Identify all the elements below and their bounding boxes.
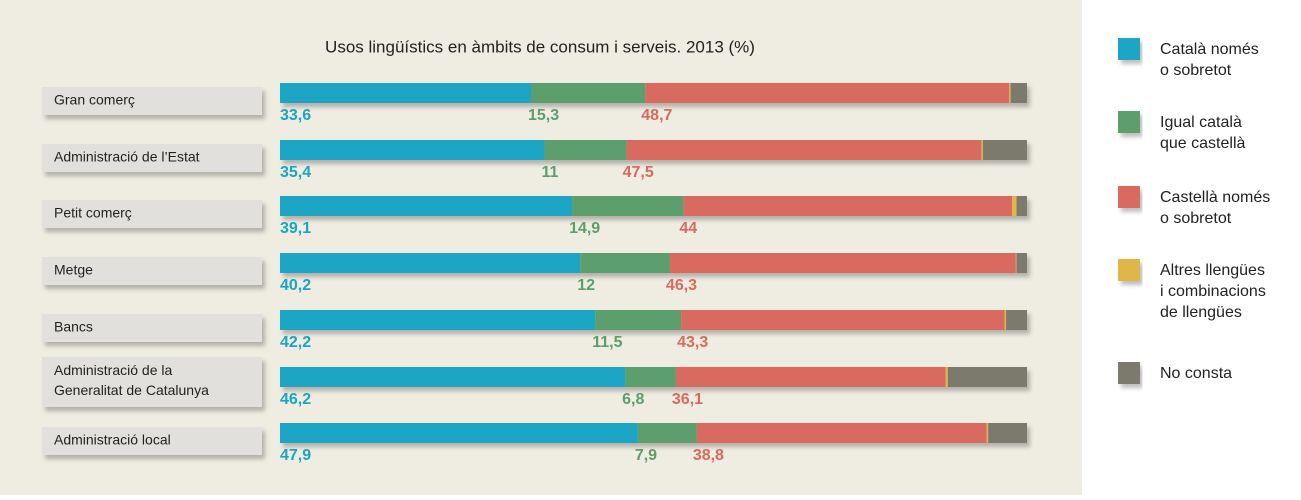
- value-label: 48,7: [641, 107, 672, 124]
- bar-group: [280, 367, 1027, 387]
- bar-segment: [675, 367, 946, 387]
- category-box: [42, 257, 262, 285]
- chart-title: Usos lingüístics en àmbits de consum i s…: [325, 37, 755, 56]
- bar-segment: [637, 423, 697, 443]
- bar-segment: [1016, 196, 1027, 216]
- value-label: 15,3: [528, 107, 559, 124]
- value-label: 46,3: [666, 277, 697, 294]
- bar-group: [280, 310, 1027, 330]
- category-box: [42, 314, 262, 342]
- bar-segment: [580, 253, 670, 273]
- bar-segment: [595, 310, 682, 330]
- value-label: 40,2: [280, 277, 311, 294]
- value-label: 46,2: [280, 391, 311, 408]
- value-label: 42,2: [280, 334, 311, 351]
- value-label: 43,3: [677, 334, 708, 351]
- category-label: Bancs: [54, 319, 93, 335]
- value-label: 44: [679, 220, 697, 237]
- legend-swatch: [1118, 38, 1140, 60]
- legend-label: Castellà només o sobretot: [1160, 189, 1270, 227]
- bar-segment: [625, 367, 676, 387]
- bar-segment: [280, 196, 573, 216]
- bar-group: [280, 140, 1027, 160]
- bar-segment: [1012, 196, 1017, 216]
- panel: [0, 0, 1082, 495]
- category-box: [42, 427, 262, 455]
- value-label: 11: [541, 164, 558, 181]
- bar-segment: [280, 367, 626, 387]
- category-box: [42, 87, 262, 115]
- legend-swatch: [1118, 111, 1140, 133]
- category-box: [42, 200, 262, 228]
- category-label: Metge: [54, 262, 93, 278]
- category-label: Gran comerç: [54, 92, 135, 108]
- bar-group: [280, 83, 1027, 103]
- bar-segment: [1010, 83, 1027, 103]
- bar-segment: [1009, 83, 1011, 103]
- bar-segment: [988, 423, 1027, 443]
- value-label: 36,1: [672, 391, 703, 408]
- bar-group: [280, 196, 1027, 216]
- category-box: [42, 144, 262, 172]
- bar-segment: [681, 310, 1005, 330]
- bar-segment: [683, 196, 1013, 216]
- value-label: 14,9: [569, 220, 600, 237]
- value-label: 12: [577, 277, 595, 294]
- value-label: 47,5: [623, 164, 654, 181]
- bar-segment: [947, 367, 1027, 387]
- bar-segment: [669, 253, 1016, 273]
- bar-segment: [280, 83, 531, 103]
- value-label: 39,1: [280, 220, 311, 237]
- bar-segment: [696, 423, 987, 443]
- category-label: Administració local: [54, 432, 171, 448]
- bar-segment: [645, 83, 1010, 103]
- category-label: Petit comerç: [54, 205, 132, 221]
- category-label: Administració de la Generalitat de Catalu…: [54, 362, 209, 398]
- bar-segment: [1006, 310, 1027, 330]
- bar-segment: [1016, 253, 1027, 273]
- bar-segment: [280, 423, 638, 443]
- value-label: 38,8: [693, 447, 724, 464]
- bar-segment: [280, 310, 596, 330]
- value-label: 33,6: [280, 107, 311, 124]
- value-label: 35,4: [280, 164, 311, 181]
- bar-segment: [280, 253, 581, 273]
- legend-swatch: [1118, 259, 1140, 281]
- legend-label: No consta: [1160, 365, 1232, 382]
- bar-segment: [626, 140, 982, 160]
- value-label: 7,9: [635, 447, 657, 464]
- legend-label: Català només o sobretot: [1160, 41, 1259, 79]
- bar-segment: [982, 140, 1027, 160]
- bar-segment: [280, 140, 545, 160]
- legend-swatch: [1118, 362, 1140, 384]
- category-label: Administració de l’Estat: [54, 149, 200, 165]
- bar-segment: [530, 83, 646, 103]
- value-label: 47,9: [280, 447, 311, 464]
- bar-segment: [1004, 310, 1007, 330]
- bar-segment: [1015, 253, 1017, 273]
- category-box: [42, 357, 262, 407]
- bar-segment: [544, 140, 627, 160]
- legend-label: Altres llengües i combinacions de llengües: [1160, 262, 1266, 321]
- value-label: 11,5: [592, 334, 622, 351]
- bar-segment: [986, 423, 989, 443]
- legend-label: Igual català que castellà: [1160, 114, 1245, 152]
- bar-segment: [945, 367, 948, 387]
- bar-segment: [572, 196, 684, 216]
- bar-segment: [981, 140, 983, 160]
- bar-group: [280, 423, 1027, 443]
- value-label: 6,8: [622, 391, 644, 408]
- legend-swatch: [1118, 186, 1140, 208]
- bar-group: [280, 253, 1027, 273]
